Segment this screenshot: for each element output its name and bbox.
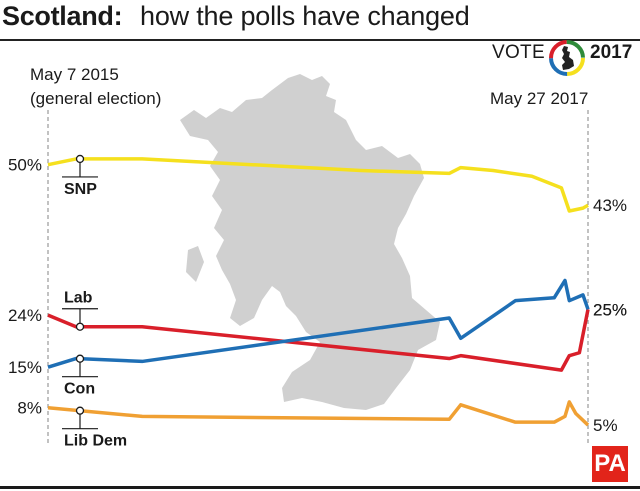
badge-vote-text: VOTE [492, 42, 545, 63]
scotland-map-silhouette [180, 74, 440, 410]
lab-start-value-label: 24% [8, 306, 42, 325]
lab-series-name-label: Lab [64, 290, 93, 307]
lab-series-line [47, 309, 590, 372]
chart-title-rest: how the polls have changed [140, 1, 470, 31]
scotland-map-island-north [236, 140, 248, 164]
title-divider [0, 39, 640, 41]
uk-map-badge-icon [549, 40, 585, 76]
snp-series-name-label: SNP [64, 181, 97, 198]
chart-title-bold: Scotland: [2, 1, 123, 31]
lib-dem-series-name-label: Lib Dem [64, 433, 127, 450]
con-start-value-label: 15% [8, 358, 42, 377]
scotland-map-island [186, 246, 204, 282]
bottom-divider [0, 486, 640, 489]
snp-label-marker [75, 154, 85, 164]
snp-series-line [47, 157, 589, 213]
lab-label-marker [75, 322, 85, 331]
con-series-name-label: Con [64, 381, 95, 398]
con-end-value-label: 25% [593, 300, 627, 319]
con-label-marker [75, 354, 85, 363]
badge-year-text: 2017 [590, 42, 633, 63]
snp-end-value-label: 43% [593, 196, 627, 215]
pa-logo: PA [592, 446, 628, 482]
start-date-label-line1: May 7 2015 [30, 65, 119, 84]
lab-end-value-label: 25% [593, 300, 627, 319]
con-series-line [47, 278, 590, 369]
lib-dem-label-marker [75, 406, 85, 415]
snp-start-value-label: 50% [8, 156, 42, 175]
lib-dem-end-value-label: 5% [593, 416, 618, 435]
title-row: Scotland: how the polls have changed [0, 0, 640, 34]
end-date-label: May 27 2017 [490, 89, 588, 108]
lib-dem-start-value-label: 8% [17, 399, 42, 418]
lib-dem-series-line [47, 400, 590, 427]
start-date-label-line2: (general election) [30, 89, 161, 108]
